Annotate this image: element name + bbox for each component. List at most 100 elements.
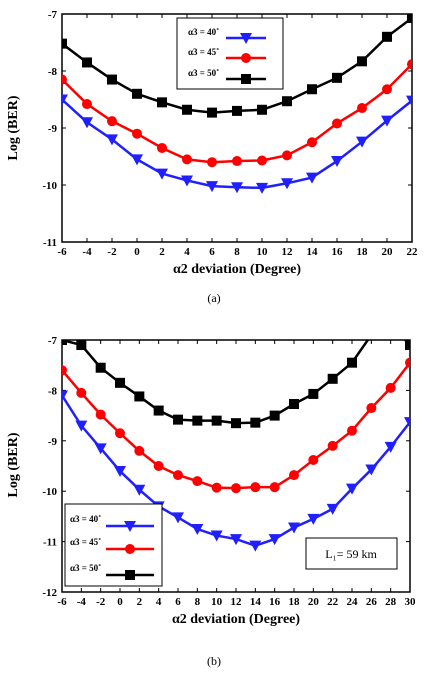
chart-a-series-2-point xyxy=(132,128,142,139)
chart-b-series-1-point xyxy=(191,524,204,535)
chart-a-x-tick-label: 18 xyxy=(357,246,369,258)
chart-a-y-axis-label: Log (BER) xyxy=(6,95,21,160)
chart-b-series-2-point xyxy=(250,482,261,493)
chart-b-x-tick-label: 10 xyxy=(211,596,223,608)
chart-b-series-2-point xyxy=(76,387,87,398)
chart-b-x-tick-label: -2 xyxy=(96,596,106,608)
chart-b-series-1-point xyxy=(230,534,242,546)
chart-b-x-tick-label: 28 xyxy=(385,596,397,608)
chart-a-series-3-point xyxy=(62,38,67,49)
chart-a-series-1-point xyxy=(306,172,318,184)
chart-a-series-3-point xyxy=(182,104,192,115)
chart-b-legend-marker-2 xyxy=(125,544,135,554)
chart-a-series-3-point xyxy=(107,74,117,85)
chart-b-y-tick-label: -9 xyxy=(48,436,58,448)
chart-b-series-1-point xyxy=(249,540,262,552)
chart-b-caption: (b) xyxy=(207,654,221,668)
chart-b-x-tick-label: -6 xyxy=(57,596,67,608)
chart-a-series-2-point xyxy=(282,150,292,161)
chart-a-series-3-point xyxy=(282,96,292,107)
chart-a-series-3-point xyxy=(307,84,317,95)
chart-b-series-2-point xyxy=(95,409,106,420)
chart-b-series-3-point xyxy=(386,320,396,330)
chart-a-series-1-point xyxy=(231,182,243,194)
chart-a-x-tick-label: -6 xyxy=(57,246,67,258)
chart-a: -6 -4 -2 0 2 4 6 8 10 12 14 16 18 20 22 -7 -8 -9 -10 -11 α3… xyxy=(6,9,418,305)
chart-a-series-1-point xyxy=(181,175,193,187)
chart-a-series-1-point xyxy=(331,156,343,168)
chart-a-y-tick-label: -7 xyxy=(48,9,58,21)
chart-b-series-1-point xyxy=(75,420,88,432)
chart-b-series xyxy=(62,320,410,552)
chart-b-x-tick-label: 30 xyxy=(405,596,417,608)
chart-b-x-tick-label: 18 xyxy=(289,596,301,608)
chart-a-series-1-point xyxy=(356,136,368,148)
chart-b-series-1-point xyxy=(133,484,146,496)
chart-b-series-2-point xyxy=(134,445,145,456)
chart-a-series-3-point xyxy=(132,88,142,99)
chart-b-ticks: -6 -4 -2 0 2 4 6 8 10 12 14 16 18 20 22 24 26 28 30-7-8-9-… xyxy=(42,335,416,608)
chart-a-x-tick-label: -4 xyxy=(82,246,92,258)
chart-a-legend-marker-3 xyxy=(241,74,251,84)
chart-b-series-1-point xyxy=(384,441,397,453)
chart-a-x-tick-label: 14 xyxy=(307,246,319,258)
chart-b-series-2-point xyxy=(153,461,164,471)
chart-b-x-tick-label: 0 xyxy=(117,596,123,608)
chart-b-x-axis-label: α2 deviation (Degree) xyxy=(172,612,300,627)
chart-a-series-3-point xyxy=(382,31,392,42)
chart-a-series-3-point xyxy=(232,105,242,116)
chart-a-y-tick-label: -9 xyxy=(48,123,58,135)
chart-a-series-1-point xyxy=(206,181,218,193)
chart-b-x-tick-label: 4 xyxy=(156,596,162,608)
chart-a-x-tick-label: -2 xyxy=(107,246,117,258)
chart-a-x-tick-label: 4 xyxy=(184,246,190,258)
chart-b-legend-label-3: α3 = 50˚ xyxy=(70,563,101,573)
chart-b-series-3-point xyxy=(134,391,145,402)
chart-b-x-tick-label: 6 xyxy=(175,596,181,608)
chart-a-x-tick-label: 12 xyxy=(282,246,294,258)
chart-b-legend-label-2: α3 = 45˚ xyxy=(70,537,101,547)
chart-a-series-2-point xyxy=(232,156,242,167)
chart-b-series-1-point xyxy=(210,530,223,542)
chart-b-y-axis-label: Log (BER) xyxy=(6,432,21,497)
chart-a-x-tick-label: 20 xyxy=(382,246,394,258)
chart-b: -6 -4 -2 0 2 4 6 8 10 12 14 16 18 20 22 24 26 28 30-7-8-9-… xyxy=(6,320,416,668)
chart-b-series-3-point xyxy=(327,373,338,384)
chart-b-series-1-point xyxy=(326,503,339,515)
chart-b-y-tick-label: -10 xyxy=(42,486,57,498)
chart-b-series-2-point xyxy=(385,382,396,393)
chart-a-series-2-point xyxy=(157,142,167,153)
chart-a-series-2-point xyxy=(107,116,117,127)
chart-b-series-2-point xyxy=(405,357,410,368)
chart-b-x-tick-label: 16 xyxy=(269,596,281,608)
chart-b-series-2-point xyxy=(269,482,280,493)
chart-a-x-tick-label: 10 xyxy=(257,246,269,258)
chart-a-y-tick-label: -8 xyxy=(48,66,58,78)
chart-a-legend-marker-2 xyxy=(241,53,251,63)
chart-a-series-1-point xyxy=(406,95,412,107)
chart-b-y-tick-label: -11 xyxy=(43,537,57,549)
chart-b-x-tick-label: 26 xyxy=(366,596,378,608)
chart-a-series-2-point xyxy=(332,118,342,129)
chart-b-series-3-point xyxy=(76,340,87,351)
chart-a-x-axis-label: α2 deviation (Degree) xyxy=(173,262,301,277)
chart-a-series-3-point xyxy=(82,57,92,68)
chart-b-x-tick-label: 24 xyxy=(347,596,359,608)
chart-b-x-tick-label: -4 xyxy=(77,596,87,608)
chart-a-x-tick-label: 22 xyxy=(407,246,419,258)
chart-b-series-2-point xyxy=(289,470,299,481)
chart-b-x-tick-label: 2 xyxy=(137,596,143,608)
chart-b-series-3-point xyxy=(250,417,261,428)
chart-a-series-1-point xyxy=(131,154,143,166)
chart-b-series-3-point xyxy=(366,330,376,340)
chart-a-series-1-point xyxy=(281,178,293,190)
chart-b-series-1-point xyxy=(114,466,126,478)
chart-b-series-3-point xyxy=(115,377,125,388)
chart-b-legend: α3 = 40˚ α3 = 45˚ α3 = 50˚ xyxy=(64,503,163,587)
chart-b-y-tick-label: -12 xyxy=(42,587,57,599)
chart-a-series-2-point xyxy=(357,103,367,114)
chart-b-series-3-point xyxy=(347,357,357,368)
chart-b-series-3-point xyxy=(231,418,241,429)
chart-a-legend-marker-1 xyxy=(240,33,252,44)
chart-b-x-tick-label: 20 xyxy=(308,596,320,608)
